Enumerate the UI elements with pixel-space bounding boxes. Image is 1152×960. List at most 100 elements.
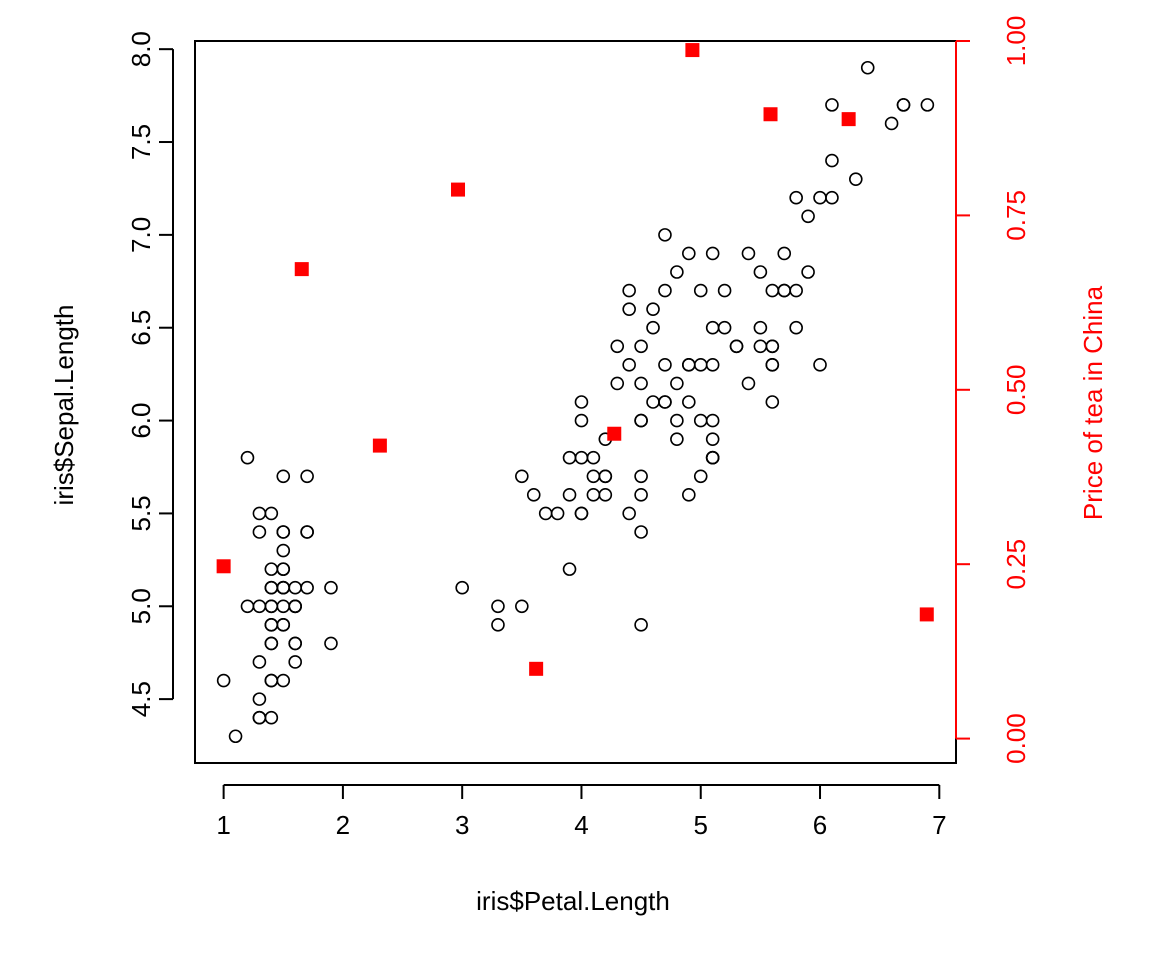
tea-price-point (451, 182, 466, 197)
iris-point (574, 413, 589, 428)
x-tick-label: 7 (932, 810, 946, 840)
x-tick-label: 1 (216, 810, 230, 840)
iris-point (658, 228, 672, 242)
iris-point (288, 655, 302, 669)
iris-point (920, 98, 935, 112)
data-points (216, 43, 935, 744)
iris-point (598, 488, 613, 502)
iris-point (765, 283, 780, 298)
iris-point (264, 562, 279, 576)
tea-price-point (841, 112, 856, 127)
iris-point (753, 265, 768, 279)
iris-point (610, 339, 625, 354)
iris-point (264, 636, 279, 651)
iris-point (717, 283, 732, 298)
iris-point (276, 673, 291, 688)
iris-point (789, 320, 803, 335)
iris-point (753, 339, 768, 354)
iris-point (705, 450, 720, 465)
y-axis-left: 4.5 5.0 5.5 6.0 6.5 7.0 7.5 8.0 (126, 31, 174, 717)
iris-point (729, 339, 744, 354)
iris-point (586, 469, 601, 484)
iris-point (276, 599, 291, 614)
iris-point (682, 246, 696, 261)
iris-point (324, 636, 338, 651)
iris-point (622, 283, 636, 298)
x-tick-label: 3 (455, 810, 469, 840)
iris-point (693, 358, 708, 372)
iris-point (252, 692, 267, 706)
iris-point (634, 413, 648, 428)
iris-point (670, 413, 684, 428)
iris-point (264, 580, 279, 595)
iris-point (252, 710, 267, 725)
tea-price-point (529, 661, 544, 676)
iris-point (765, 339, 780, 354)
iris-point (515, 599, 529, 614)
iris-point (634, 339, 648, 354)
iris-point (252, 655, 267, 669)
iris-point (646, 320, 660, 335)
iris-point (705, 432, 720, 446)
iris-point (240, 599, 255, 614)
iris-point (705, 246, 720, 261)
tea-price-point (294, 262, 309, 277)
iris-point (264, 673, 279, 688)
iris-point (693, 413, 708, 428)
x-axis: 1 2 3 4 5 6 7 (216, 784, 947, 840)
iris-point (825, 190, 839, 205)
iris-point (491, 618, 505, 632)
iris-point (634, 376, 648, 391)
x-axis-title: iris$Petal.Length (476, 886, 670, 916)
iris-point (276, 580, 291, 595)
iris-point (813, 190, 827, 205)
iris-point (586, 450, 601, 465)
iris-point (670, 432, 684, 446)
iris-point (562, 562, 577, 576)
tea-price-point (763, 107, 778, 122)
iris-point (574, 450, 589, 465)
iris-point (216, 673, 231, 688)
iris-point (693, 469, 708, 484)
iris-point (252, 599, 267, 614)
iris-point (550, 506, 565, 521)
iris-point (276, 525, 291, 539)
iris-point (300, 580, 314, 595)
iris-point (693, 283, 708, 298)
y-tick-label: 7.5 (126, 124, 156, 160)
iris-point (717, 320, 732, 335)
tea-price-point (607, 426, 622, 441)
x-tick-label: 5 (694, 810, 708, 840)
y2-tick-label: 0.75 (1001, 190, 1031, 241)
tea-price-point (919, 607, 934, 622)
iris-point (276, 469, 291, 484)
y2-axis-title: Price of tea in China (1078, 285, 1108, 520)
y-tick-label: 8.0 (126, 31, 156, 67)
iris-point (801, 209, 815, 224)
iris-point (276, 618, 291, 632)
x-tick-label: 2 (336, 810, 350, 840)
iris-point (264, 618, 279, 632)
iris-point (705, 320, 720, 335)
y-tick-label: 5.0 (126, 588, 156, 624)
iris-point (562, 488, 577, 502)
iris-point (634, 525, 648, 539)
iris-point (574, 506, 589, 521)
iris-point (288, 599, 302, 614)
iris-point (610, 376, 625, 391)
x-tick-label: 4 (574, 810, 588, 840)
iris-point (622, 302, 636, 316)
iris-point (670, 376, 684, 391)
y-axis-right: 0.00 0.25 0.50 0.75 1.00 (955, 16, 1031, 764)
iris-point (276, 562, 291, 576)
iris-point (455, 580, 469, 595)
iris-point (634, 618, 648, 632)
iris-point (682, 488, 696, 502)
iris-point (300, 469, 314, 484)
iris-point (562, 450, 577, 465)
y-tick-label: 6.0 (126, 402, 156, 438)
iris-point (658, 358, 672, 372)
iris-point (753, 320, 768, 335)
iris-point (682, 358, 696, 372)
